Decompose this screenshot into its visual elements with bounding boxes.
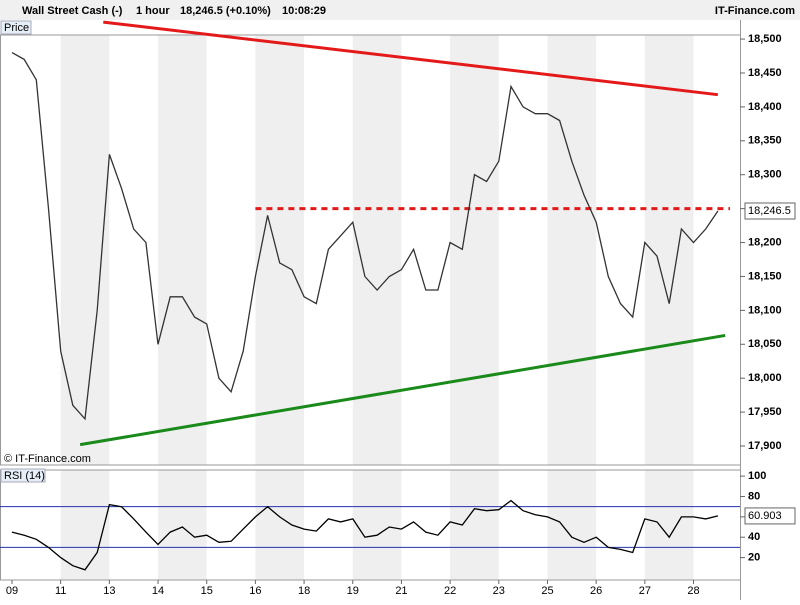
y-tick-label: 80 — [748, 490, 760, 502]
day-stripe — [644, 470, 694, 580]
series-line — [11, 52, 719, 421]
clock: 10:08:29 — [282, 5, 326, 17]
timeframe: 1 hour — [136, 5, 170, 17]
price-tag — [0, 20, 32, 35]
y-tick-label: 17,900 — [748, 440, 782, 452]
panel-title: RSI (14) — [4, 470, 45, 482]
y-tick-label: 18,200 — [748, 236, 782, 248]
day-stripe — [60, 470, 110, 580]
y-tick-label: 100 — [748, 470, 766, 482]
y-tick-label: 18,400 — [748, 101, 782, 113]
x-tick-label: 28 — [687, 585, 699, 597]
y-tick-label: 18,000 — [748, 372, 782, 384]
day-stripe — [352, 35, 402, 465]
x-tick-label: 13 — [103, 585, 115, 597]
day-stripe — [547, 35, 597, 465]
panel-title: Price — [4, 22, 29, 34]
y-tick-label: 18,450 — [748, 67, 782, 79]
x-tick-label: 25 — [541, 585, 553, 597]
y-tick-label: 20 — [748, 551, 760, 563]
brand: IT-Finance.com — [715, 5, 795, 17]
x-tick-label: 19 — [347, 585, 359, 597]
current-box — [744, 202, 796, 220]
day-stripe — [60, 35, 110, 465]
series-line — [11, 499, 719, 571]
x-tick-label: 26 — [590, 585, 602, 597]
y-tick-label: 40 — [748, 531, 760, 543]
y-tick-label: 18,100 — [748, 304, 782, 316]
trendline — [103, 20, 719, 97]
instrument: Wall Street Cash (-) — [22, 5, 123, 17]
day-stripe — [547, 470, 597, 580]
current-label: 60.903 — [748, 510, 782, 522]
x-tick-label: 18 — [298, 585, 310, 597]
rsi-tag — [0, 468, 46, 483]
day-stripe — [450, 35, 499, 465]
header-bar — [0, 0, 800, 20]
quote: 18,246.5 (+0.10%) — [180, 5, 271, 17]
trendline — [79, 333, 726, 447]
day-stripe — [158, 470, 207, 580]
y-tick-label: 18,300 — [748, 169, 782, 181]
x-tick-label: 11 — [55, 585, 66, 597]
day-stripe — [352, 470, 402, 580]
x-tick-label: 09 — [6, 585, 18, 597]
y-tick-label: 18,350 — [748, 135, 782, 147]
y-tick-label: 18,050 — [748, 338, 782, 350]
current-label: 18,246.5 — [748, 205, 791, 217]
day-stripe — [255, 470, 305, 580]
day-stripe — [450, 470, 499, 580]
y-tick-label: 18,150 — [748, 270, 782, 282]
plot-area — [0, 20, 741, 581]
x-tick-label: 27 — [639, 585, 651, 597]
day-stripe — [644, 35, 694, 465]
x-tick-label: 22 — [444, 585, 456, 597]
x-tick-label: 21 — [395, 585, 407, 597]
day-stripe — [255, 35, 305, 465]
x-tick-label: 23 — [493, 585, 505, 597]
x-tick-label: 15 — [201, 585, 213, 597]
x-tick-label: 16 — [249, 585, 261, 597]
copyright: © IT-Finance.com — [4, 453, 91, 465]
x-tick-label: 14 — [152, 585, 164, 597]
current-box — [744, 507, 796, 525]
y-tick-label: 18,500 — [748, 33, 782, 45]
day-stripe — [158, 35, 207, 465]
y-tick-label: 17,950 — [748, 406, 782, 418]
